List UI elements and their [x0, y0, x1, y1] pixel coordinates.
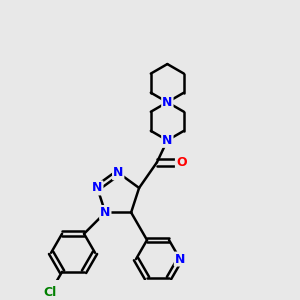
- Text: N: N: [175, 253, 185, 266]
- Text: N: N: [162, 134, 172, 147]
- Text: N: N: [100, 206, 110, 219]
- Text: Cl: Cl: [43, 286, 56, 299]
- Text: O: O: [176, 156, 187, 169]
- Text: N: N: [113, 166, 123, 179]
- Text: N: N: [162, 96, 172, 109]
- Text: N: N: [92, 182, 103, 194]
